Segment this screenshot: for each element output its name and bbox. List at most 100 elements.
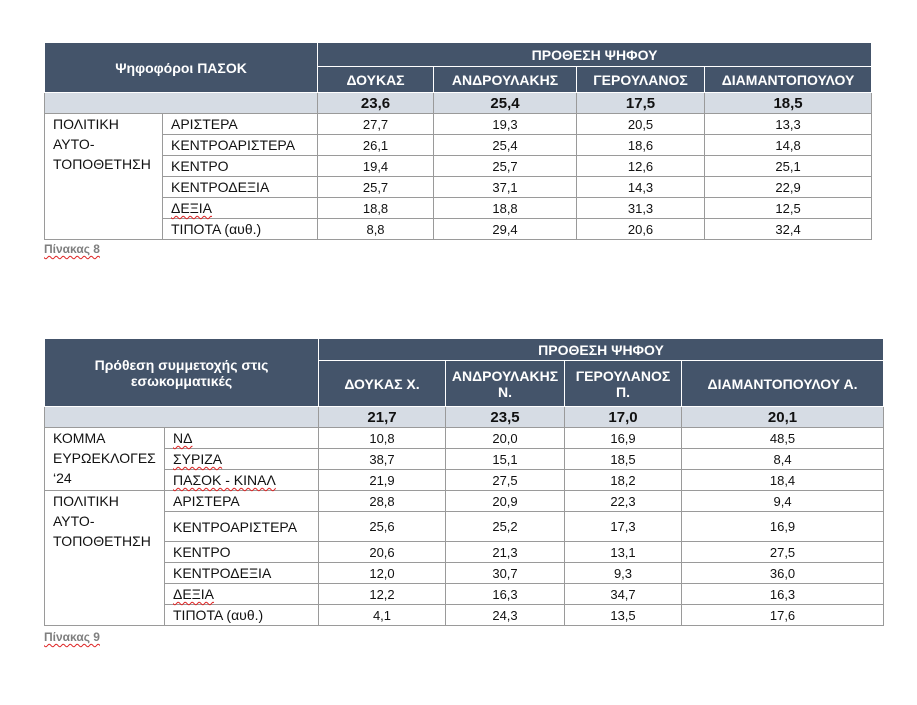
- table-row: ΚΕΝΤΡΟΑΡΙΣΤΕΡΑ 25,6 25,2 17,3 16,9: [45, 511, 885, 542]
- total-value: 25,4: [433, 92, 578, 114]
- value-cell: 4,1: [318, 604, 446, 626]
- table-row: ΚΕΝΤΡΟΑΡΙΣΤΕΡΑ 26,1 25,4 18,6 14,8: [45, 134, 873, 156]
- category-label: ΚΕΝΤΡΟΔΕΞΙΑ: [173, 565, 272, 581]
- value-cell: 16,9: [564, 427, 682, 449]
- value-cell: 19,3: [433, 113, 578, 135]
- value-cell: 24,3: [445, 604, 565, 626]
- value-cell: 17,6: [680, 604, 885, 626]
- category-label: ΑΡΙΣΤΕΡΑ: [171, 116, 238, 132]
- value-cell: 25,6: [318, 511, 446, 542]
- value-cell: 38,7: [318, 448, 446, 470]
- category-cell: ΝΔ: [164, 427, 319, 449]
- value-cell: 20,6: [576, 218, 706, 240]
- table-8-caption: Πίνακας 8: [44, 242, 100, 256]
- table-9-caption: Πίνακας 9: [44, 630, 100, 644]
- total-value: 20,1: [680, 406, 885, 428]
- table-8: Ψηφοφόροι ΠΑΣΟΚ ΠΡΟΘΕΣΗ ΨΗΦΟΥ ΔΟΥΚΑΣ ΑΝΔ…: [43, 42, 873, 240]
- category-cell: ΤΙΠΟΤΑ (αυθ.): [164, 604, 319, 626]
- category-cell: ΚΕΝΤΡΟΑΡΙΣΤΕΡΑ: [161, 134, 319, 156]
- table-row: ΤΙΠΟΤΑ (αυθ.) 8,8 29,4 20,6 32,4: [45, 218, 873, 240]
- category-label: ΣΥΡΙΖΑ: [173, 451, 223, 467]
- value-cell: 21,9: [318, 469, 446, 491]
- value-cell: 25,1: [704, 155, 873, 177]
- table-9-candidate-header: ΓΕΡΟΥΛΑΝΟΣ Π.: [564, 360, 682, 407]
- value-cell: 9,3: [564, 562, 682, 584]
- table-8-totals-row: 23,6 25,4 17,5 18,5: [43, 92, 873, 114]
- category-cell: ΣΥΡΙΖΑ: [164, 448, 319, 470]
- row-group-label-text: ΠΟΛΙΤΙΚΗ ΑΥΤΟ- ΤΟΠΟΘΕΤΗΣΗ: [53, 493, 151, 549]
- value-cell: 12,5: [704, 197, 873, 219]
- category-label: ΤΙΠΟΤΑ (αυθ.): [171, 221, 262, 237]
- category-label: ΠΑΣΟΚ - ΚΙΝΑΛ: [173, 472, 276, 488]
- value-cell: 18,4: [680, 469, 885, 491]
- category-cell: ΚΕΝΤΡΟ: [164, 541, 319, 563]
- table-9-candidate-header: ΑΝΔΡΟΥΛΑΚΗΣ Ν.: [445, 360, 565, 407]
- value-cell: 22,3: [564, 490, 682, 512]
- value-cell: 12,2: [318, 583, 446, 605]
- value-cell: 36,0: [680, 562, 885, 584]
- category-cell: ΑΡΙΣΤΕΡΑ: [161, 113, 319, 135]
- table-9-left-header: Πρόθεση συμμετοχής στις εσωκομματικές: [44, 338, 319, 407]
- table-row: ΤΙΠΟΤΑ (αυθ.) 4,1 24,3 13,5 17,6: [45, 604, 885, 626]
- value-cell: 27,7: [317, 113, 435, 135]
- table-8-candidate-header: ΑΝΔΡΟΥΛΑΚΗΣ: [433, 66, 578, 93]
- table-row: ΚΕΝΤΡΟΔΕΞΙΑ 12,0 30,7 9,3 36,0: [45, 562, 885, 584]
- value-cell: 31,3: [576, 197, 706, 219]
- candidate-name: ΑΝΔΡΟΥΛΑΚΗΣ Ν.: [451, 367, 559, 400]
- candidate-name: ΓΕΡΟΥΛΑΝΟΣ Π.: [575, 367, 671, 400]
- value-cell: 25,2: [445, 511, 565, 542]
- value-cell: 26,1: [317, 134, 435, 156]
- table-8-candidate-header: ΔΟΥΚΑΣ: [317, 66, 435, 93]
- caption-text: Πίνακας 8: [44, 242, 100, 256]
- candidate-name: ΔΙΑΜΑΝΤΟΠΟΥΛΟΥ Α.: [707, 375, 858, 392]
- value-cell: 32,4: [704, 218, 873, 240]
- totals-blank-cell: [43, 92, 319, 114]
- total-value: 17,0: [564, 406, 682, 428]
- value-cell: 25,7: [317, 176, 435, 198]
- category-cell: ΑΡΙΣΤΕΡΑ: [164, 490, 319, 512]
- value-cell: 21,3: [445, 541, 565, 563]
- table-row: ΠΑΣΟΚ - ΚΙΝΑΛ 21,9 27,5 18,2 18,4: [45, 469, 885, 491]
- value-cell: 30,7: [445, 562, 565, 584]
- value-cell: 27,5: [445, 469, 565, 491]
- category-cell: ΤΙΠΟΤΑ (αυθ.): [161, 218, 319, 240]
- category-label: ΔΕΞΙΑ: [173, 586, 215, 602]
- total-value: 23,5: [445, 406, 565, 428]
- value-cell: 25,4: [433, 134, 578, 156]
- value-cell: 16,3: [445, 583, 565, 605]
- value-cell: 13,5: [564, 604, 682, 626]
- value-cell: 37,1: [433, 176, 578, 198]
- category-label: ΚΕΝΤΡΟ: [171, 158, 229, 174]
- value-cell: 27,5: [680, 541, 885, 563]
- table-row: ΚΕΝΤΡΟΔΕΞΙΑ 25,7 37,1 14,3 22,9: [45, 176, 873, 198]
- category-label: ΚΕΝΤΡΟΑΡΙΣΤΕΡΑ: [171, 137, 296, 153]
- table-9-group-header: ΠΡΟΘΕΣΗ ΨΗΦΟΥ: [317, 338, 885, 361]
- row-group-label-text: ΚΟΜΜΑ ΕΥΡΩΕΚΛΟΓΕΣ ‘24: [53, 430, 156, 486]
- totals-blank-cell: [44, 406, 319, 428]
- table-8-left-header: Ψηφοφόροι ΠΑΣΟΚ: [43, 42, 319, 93]
- value-cell: 10,8: [318, 427, 446, 449]
- value-cell: 34,7: [564, 583, 682, 605]
- value-cell: 25,7: [433, 155, 578, 177]
- candidate-name: ΔΟΥΚΑΣ Χ.: [344, 375, 420, 392]
- category-cell: ΚΕΝΤΡΟΔΕΞΙΑ: [164, 562, 319, 584]
- value-cell: 12,6: [576, 155, 706, 177]
- table-row: ΚΕΝΤΡΟ 20,6 21,3 13,1 27,5: [45, 541, 885, 563]
- table-9-left-header-text: Πρόθεση συμμετοχής στις εσωκομματικές: [94, 356, 269, 389]
- value-cell: 9,4: [680, 490, 885, 512]
- value-cell: 29,4: [433, 218, 578, 240]
- value-cell: 18,8: [317, 197, 435, 219]
- category-cell: ΚΕΝΤΡΟΑΡΙΣΤΕΡΑ: [164, 511, 319, 542]
- row-group-label: ΚΟΜΜΑ ΕΥΡΩΕΚΛΟΓΕΣ ‘24: [44, 427, 165, 491]
- table-9-candidate-header: ΔΙΑΜΑΝΤΟΠΟΥΛΟΥ Α.: [680, 360, 885, 407]
- table-9-candidate-header: ΔΟΥΚΑΣ Χ.: [318, 360, 446, 407]
- total-value: 21,7: [318, 406, 446, 428]
- table-row: ΠΟΛΙΤΙΚΗ ΑΥΤΟ- ΤΟΠΟΘΕΤΗΣΗ ΑΡΙΣΤΕΡΑ 28,8 20,…: [44, 490, 885, 626]
- value-cell: 18,8: [433, 197, 578, 219]
- row-group-label: ΠΟΛΙΤΙΚΗ ΑΥΤΟ- ΤΟΠΟΘΕΤΗΣΗ: [44, 113, 163, 240]
- table-row: ΣΥΡΙΖΑ 38,7 15,1 18,5 8,4: [45, 448, 885, 470]
- value-cell: 14,8: [704, 134, 873, 156]
- category-cell: ΚΕΝΤΡΟΔΕΞΙΑ: [161, 176, 319, 198]
- category-label: ΚΕΝΤΡΟΔΕΞΙΑ: [171, 179, 270, 195]
- value-cell: 18,6: [576, 134, 706, 156]
